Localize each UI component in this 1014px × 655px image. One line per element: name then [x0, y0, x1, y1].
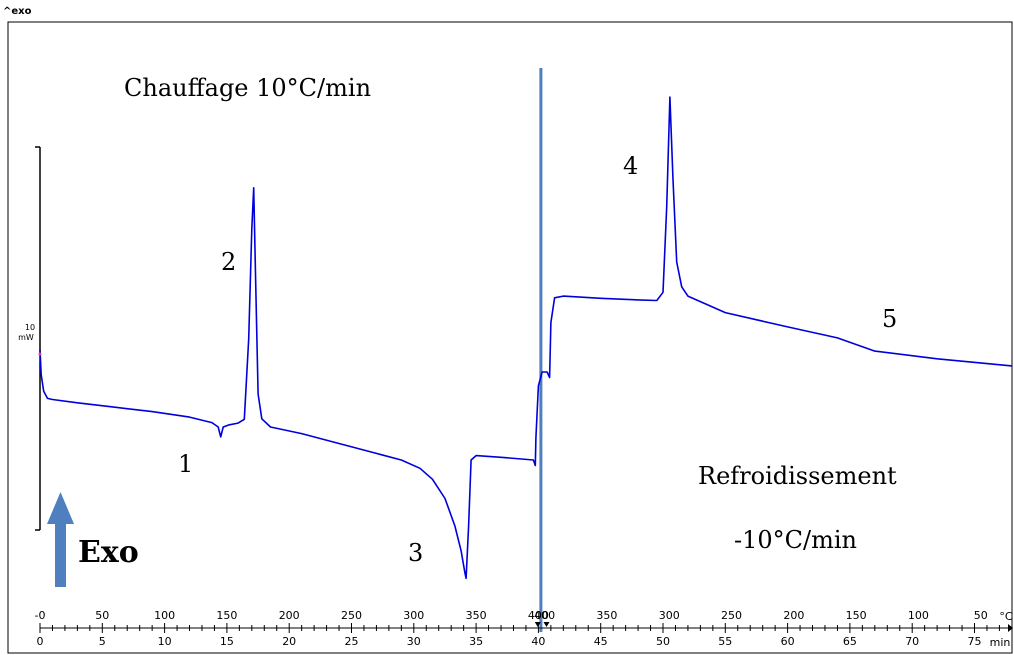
x-time-tick-label: 35	[469, 635, 483, 648]
annotation-exo: Exo	[78, 535, 139, 570]
segment-marker-icon	[543, 622, 550, 627]
x-time-tick-label: 30	[407, 635, 421, 648]
x-temperature-tick-label: -0	[35, 609, 46, 622]
x-temperature-tick-label: 350	[466, 609, 487, 622]
temperature-unit-label: °C	[999, 610, 1013, 623]
x-temperature-tick-label: 100	[154, 609, 175, 622]
x-temperature-tick-label: 300	[659, 609, 680, 622]
scale-bar-value: 10	[25, 323, 35, 332]
x-temperature-tick-label: 350	[596, 609, 617, 622]
x-time-tick-label: 40	[531, 635, 545, 648]
plot-frame	[7, 21, 1013, 654]
dsc-curve-series-1	[39, 96, 1012, 580]
x-temperature-tick-label: 100	[908, 609, 929, 622]
x-temperature-tick-label: 150	[216, 609, 237, 622]
x-axis-arrow-icon	[1008, 624, 1013, 632]
x-axis-label: min	[990, 636, 1011, 649]
scale-bar: 10 mW	[18, 146, 41, 531]
x-time-tick-label: 75	[968, 635, 982, 648]
corner-label: ^exo	[3, 6, 32, 17]
x-time-tick-label: 65	[843, 635, 857, 648]
annotation-5: 5	[882, 305, 897, 333]
x-temperature-tick-label: 400	[534, 609, 555, 622]
x-time-tick-label: 10	[158, 635, 172, 648]
x-time-tick-label: 70	[905, 635, 919, 648]
segment-marker-icon	[534, 622, 541, 627]
scale-bar-unit: mW	[18, 333, 34, 342]
annotation-cooling-label: Refroidissement	[698, 462, 897, 490]
x-time-tick-label: 0	[37, 635, 44, 648]
x-temperature-tick-label: 400	[528, 609, 549, 622]
x-time-tick-label: 5	[99, 635, 106, 648]
x-time-tick-label: 25	[345, 635, 359, 648]
annotation-4: 4	[623, 152, 638, 180]
annotation-heating-rate: Chauffage 10°C/min	[124, 74, 371, 102]
x-time-tick-label: 55	[718, 635, 732, 648]
x-axis: °C min 0 5 10 15 20 25 30 35 40 45 50 55 60 65 70 75 -0 5…	[35, 609, 1013, 649]
x-temperature-tick-label: 250	[721, 609, 742, 622]
x-temperature-tick-label: 250	[341, 609, 362, 622]
x-temperature-tick-label: 300	[403, 609, 424, 622]
annotation-2: 2	[221, 248, 236, 276]
curve-start-marker	[38, 352, 42, 356]
x-temperature-tick-label: 150	[846, 609, 867, 622]
annotation-3: 3	[408, 539, 423, 567]
x-temperature-tick-label: 200	[783, 609, 804, 622]
x-temperature-tick-label: 50	[95, 609, 109, 622]
exo-arrow-icon	[47, 492, 74, 587]
annotation-1: 1	[178, 450, 193, 478]
x-time-tick-label: 15	[220, 635, 234, 648]
x-time-tick-label: 20	[282, 635, 296, 648]
x-temperature-tick-label: 200	[279, 609, 300, 622]
x-time-tick-label: 60	[781, 635, 795, 648]
x-time-tick-label: 45	[594, 635, 608, 648]
annotation-cooling-rate: -10°C/min	[734, 526, 857, 554]
x-temperature-tick-label: 50	[974, 609, 988, 622]
x-time-tick-label: 50	[656, 635, 670, 648]
